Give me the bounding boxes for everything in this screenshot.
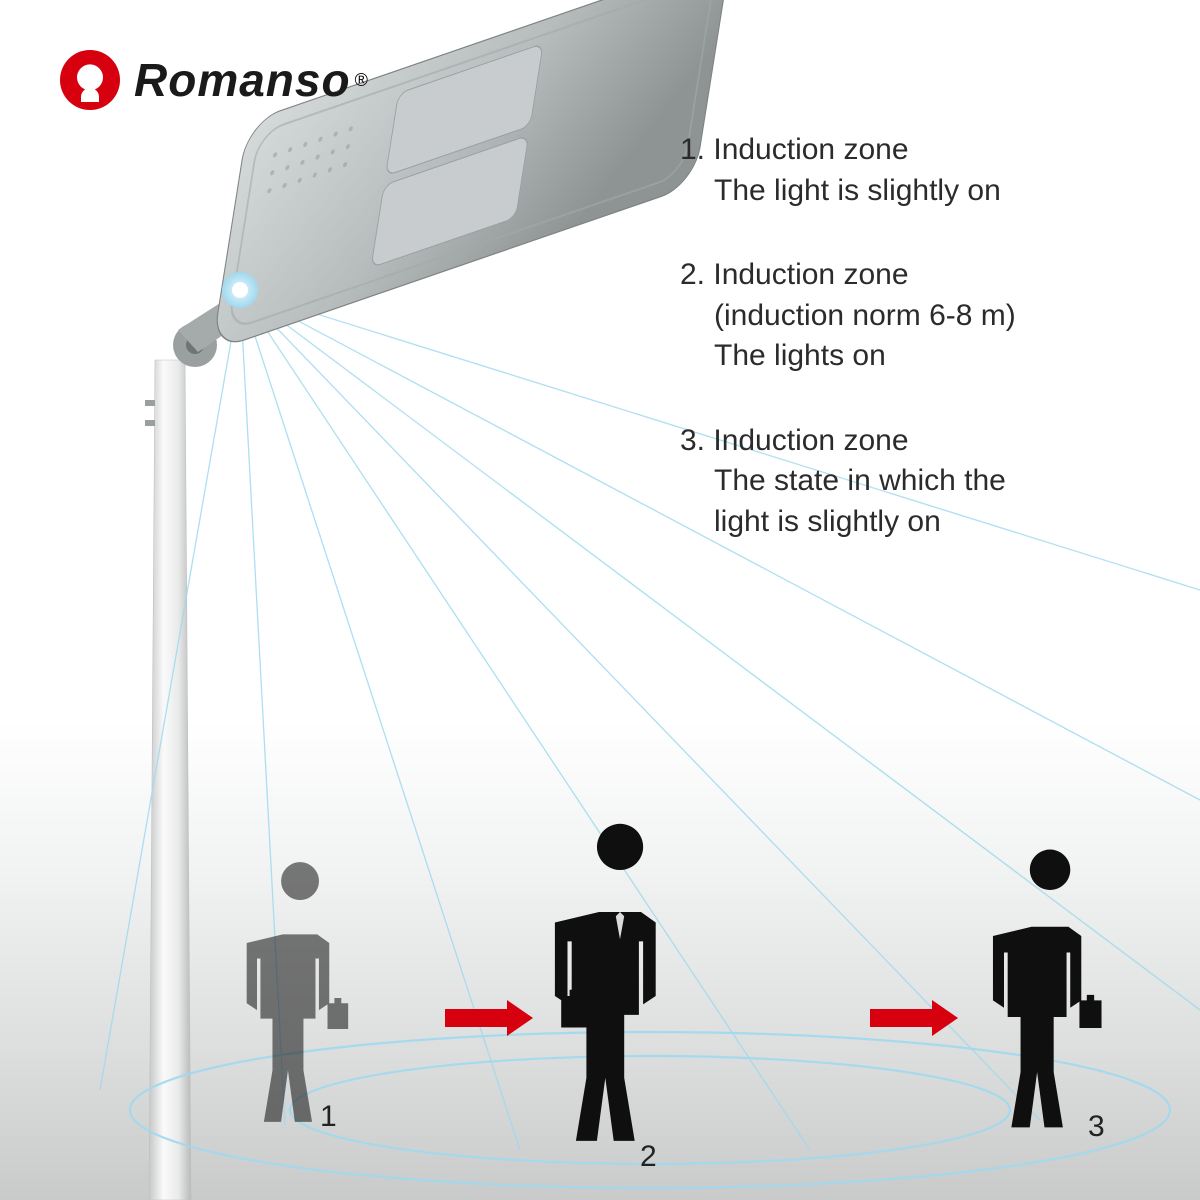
zone-1: 1. Induction zone The light is slightly … <box>680 130 1140 211</box>
zone-2-title: 2. Induction zone <box>680 255 1140 296</box>
arrow-2-head <box>932 1000 958 1036</box>
arrow-1-head <box>507 1000 533 1036</box>
arrow-2 <box>870 1000 958 1036</box>
brand-logo-mark <box>60 50 120 110</box>
zone-3-title: 3. Induction zone <box>680 421 1140 462</box>
zone-1-title: 1. Induction zone <box>680 130 1140 171</box>
zone-2-line-b: The lights on <box>680 336 1140 377</box>
arrow-1 <box>445 1000 533 1036</box>
person-1-label: 1 <box>320 1100 337 1134</box>
brand-name: Romanso <box>134 53 351 107</box>
zone-3-line-b: light is slightly on <box>680 502 1140 543</box>
zone-1-line: The light is slightly on <box>680 171 1140 212</box>
brand-logo: Romanso ® <box>60 50 368 110</box>
zone-3-line-a: The state in which the <box>680 461 1140 502</box>
arrow-2-shaft <box>870 1009 932 1027</box>
infographic-stage: Romanso ® 1. Induction zone The light is… <box>0 0 1200 1200</box>
zone-3: 3. Induction zone The state in which the… <box>680 421 1140 543</box>
person-3-label: 3 <box>1088 1110 1105 1144</box>
person-2-label: 2 <box>640 1140 657 1174</box>
registered-mark: ® <box>355 70 368 91</box>
zone-2: 2. Induction zone (induction norm 6-8 m)… <box>680 255 1140 377</box>
arrow-1-shaft <box>445 1009 507 1027</box>
zone-2-line-a: (induction norm 6-8 m) <box>680 296 1140 337</box>
zone-descriptions: 1. Induction zone The light is slightly … <box>680 130 1140 586</box>
